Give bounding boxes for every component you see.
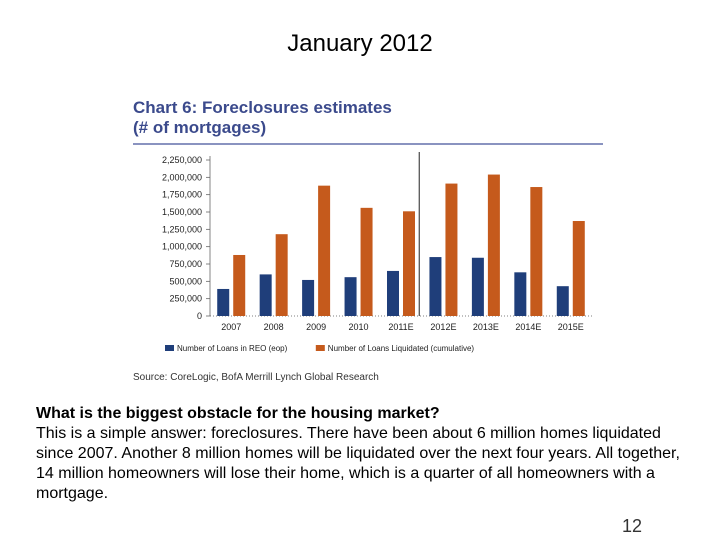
bar-reo — [556, 286, 569, 316]
bar-liquidated — [275, 234, 288, 316]
legend-label: Number of Loans in REO (eop) — [177, 344, 288, 353]
chart-title: Chart 6: Foreclosures estimates — [133, 98, 392, 117]
page-number: 12 — [622, 516, 643, 536]
legend-swatch — [315, 345, 325, 351]
bar-reo — [514, 272, 527, 316]
y-tick-label: 1,250,000 — [162, 224, 202, 234]
x-tick-label: 2009 — [306, 322, 326, 332]
x-tick-label: 2013E — [473, 322, 499, 332]
y-tick-label: 0 — [197, 311, 202, 321]
bar-liquidated — [530, 187, 543, 316]
bar-reo — [387, 270, 399, 316]
bar-chart: 0 250,000 500,000 750,000 1,000,000 1,250,000… — [162, 152, 592, 353]
body-text: What is the biggest obstacle for the hou… — [36, 404, 686, 504]
question-text: What is the biggest obstacle for the hou… — [36, 405, 440, 422]
bar-reo — [429, 257, 442, 316]
bar-liquidated — [487, 174, 500, 316]
chart-source: Source: CoreLogic, BofA Merrill Lynch Gl… — [133, 372, 379, 383]
bar-reo — [302, 279, 315, 316]
chart-title-block: Chart 6: Foreclosures estimates (# of mo… — [133, 98, 603, 138]
y-tick-label: 750,000 — [169, 259, 202, 269]
y-tick-label: 2,250,000 — [162, 155, 202, 165]
bar-reo — [471, 257, 484, 316]
bar-liquidated — [572, 221, 585, 316]
bar-liquidated — [360, 207, 373, 316]
bar-liquidated — [318, 185, 331, 316]
y-tick-label: 1,750,000 — [162, 190, 202, 200]
x-tick-label: 2011E — [388, 322, 413, 332]
x-tick-label: 2007 — [221, 322, 241, 332]
chart-subtitle: (# of mortgages) — [133, 118, 267, 137]
legend-label: Number of Loans Liquidated (cumulative) — [328, 344, 475, 353]
bar-liquidated — [233, 254, 246, 316]
x-tick-label: 2015E — [558, 322, 584, 332]
bar-liquidated — [403, 211, 415, 316]
x-tick-label: 2014E — [515, 322, 541, 332]
chart-title-rule — [133, 143, 603, 145]
bar-liquidated — [445, 183, 458, 316]
y-tick-label: 2,000,000 — [162, 172, 202, 182]
bar-reo — [344, 277, 357, 316]
y-tick-label: 1,000,000 — [162, 242, 202, 252]
legend-swatch — [165, 345, 174, 351]
x-tick-label: 2012E — [430, 322, 456, 332]
bar-reo — [259, 274, 272, 316]
x-tick-label: 2010 — [349, 322, 369, 332]
y-tick-label: 250,000 — [169, 294, 202, 304]
answer-text: This is a simple answer: foreclosures. T… — [36, 425, 680, 502]
slide-title: January 2012 — [287, 30, 433, 57]
x-tick-label: 2008 — [264, 322, 284, 332]
y-tick-label: 1,500,000 — [162, 207, 202, 217]
bar-reo — [217, 288, 230, 316]
y-tick-label: 500,000 — [169, 276, 202, 286]
